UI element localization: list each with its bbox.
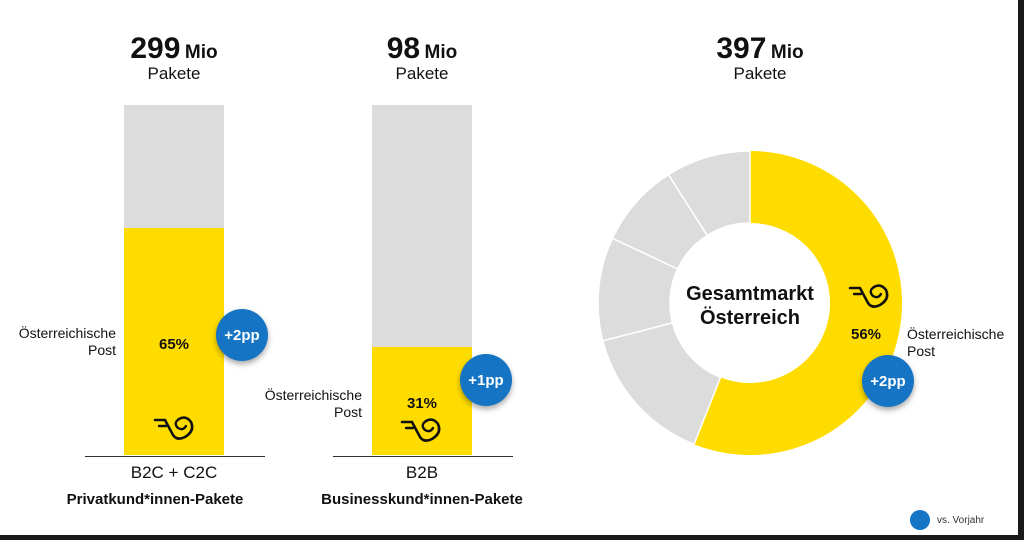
category-b2c: B2C + C2C (130, 463, 218, 482)
post-horn-icon (153, 416, 194, 440)
total-market-unit: Mio (770, 42, 804, 63)
post-label-donut-line1: Österreichische (907, 326, 1005, 342)
post-label-b2c: Österreichische Post (6, 325, 116, 359)
post-label-donut-line2: Post (907, 343, 936, 359)
legend-label: vs. Vorjahr (937, 515, 985, 526)
legend-marker (910, 510, 930, 530)
category-b2c-subtitle: Privatkund*innen-Pakete (66, 491, 244, 508)
post-label-donut: Österreichische Post (907, 326, 1017, 360)
post-label-b2b: Österreichische Post (252, 387, 362, 421)
total-b2b-label: Pakete (395, 64, 449, 83)
total-b2b: 98 Mio Pakete (342, 32, 502, 84)
bar-b2b-value-label: 31% (406, 395, 438, 412)
total-market-label: Pakete (733, 64, 787, 83)
category-b2b: B2B (405, 463, 439, 482)
total-b2b-unit: Mio (424, 42, 458, 63)
axis-b2c (85, 456, 265, 457)
donut-chart (597, 150, 902, 455)
bar-b2c-value-label: 65% (158, 336, 190, 353)
bar-b2c (124, 105, 224, 455)
donut-slice-post (694, 151, 902, 455)
bar-b2c-post-share (124, 227, 224, 455)
change-badge-donut: +2pp (862, 355, 914, 407)
total-b2c-unit: Mio (184, 42, 218, 63)
post-label-b2c-line2: Post (87, 342, 116, 358)
donut-slice-other-4 (667, 150, 751, 237)
post-label-b2b-line2: Post (333, 404, 362, 420)
bar-b2b-post-share (372, 346, 472, 455)
total-market: 397 Mio Pakete (680, 32, 840, 84)
post-horn-icon (848, 284, 889, 308)
total-b2c-label: Pakete (147, 64, 201, 83)
change-badge-b2c: +2pp (216, 309, 268, 361)
post-horn-icon (400, 418, 441, 442)
total-b2b-value: 98 (386, 32, 421, 65)
post-label-b2b-line1: Österreichische (264, 387, 362, 403)
category-b2b-subtitle: Businesskund*innen-Pakete (321, 491, 523, 508)
frame-edge-bottom (0, 535, 1024, 540)
donut-center-line1: Gesamtmarkt (686, 283, 814, 305)
total-b2c: 299 Mio Pakete (94, 32, 254, 84)
total-market-value: 397 (716, 32, 767, 65)
total-b2c-value: 299 (130, 32, 181, 65)
donut-value-label: 56% (850, 326, 882, 343)
donut-center-title: Gesamtmarkt Österreich (665, 282, 835, 330)
axis-b2b (333, 456, 513, 457)
frame-edge-right (1018, 0, 1024, 540)
change-badge-b2b: +1pp (460, 354, 512, 406)
bar-b2b (372, 105, 472, 455)
donut-center-line2: Österreich (699, 307, 801, 329)
post-label-b2c-line1: Österreichische (18, 325, 116, 341)
